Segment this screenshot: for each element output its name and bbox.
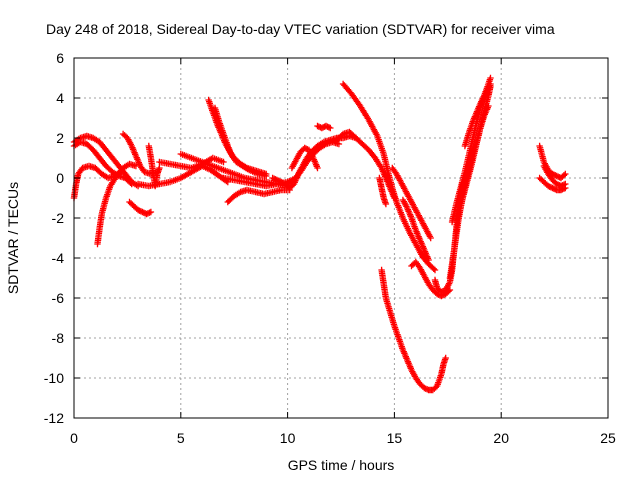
point-markers	[126, 198, 155, 218]
point-markers	[399, 196, 432, 264]
y-axis-label: SDTVAR / TECUs	[5, 182, 21, 294]
plot-frame	[73, 57, 609, 419]
point-markers	[145, 142, 163, 190]
series-arc-20	[339, 80, 439, 274]
y-tick-label: -6	[52, 290, 65, 306]
series-arc-25	[408, 258, 454, 300]
x-tick-label: 0	[70, 430, 78, 446]
x-tick-label: 10	[280, 430, 296, 446]
x-tick-labels: 0 5 10 15 20 25	[70, 430, 616, 446]
x-axis-label: GPS time / hours	[288, 457, 395, 473]
y-tick-label: 0	[56, 170, 64, 186]
y-tick-label: 6	[56, 50, 64, 66]
series-arc-18	[314, 122, 334, 132]
series-arc-13	[224, 186, 293, 206]
point-markers	[461, 80, 494, 150]
y-tick-label: -8	[52, 330, 65, 346]
point-markers	[408, 258, 454, 300]
point-markers	[536, 174, 569, 194]
axis-ticks	[73, 57, 609, 419]
point-markers	[314, 122, 334, 132]
point-markers	[339, 80, 439, 274]
point-markers	[540, 162, 569, 190]
point-markers	[94, 160, 140, 248]
x-tick-label: 5	[177, 430, 185, 446]
series-arc-4	[94, 160, 140, 248]
series-arc-33	[540, 162, 569, 190]
series-arc-12	[211, 104, 270, 180]
y-tick-labels: -12 -10 -8 -6 -4 -2 0 2 4 6	[44, 50, 64, 426]
point-markers	[284, 138, 343, 188]
series-arc-16	[284, 138, 343, 188]
series-arc-22	[389, 164, 434, 242]
point-markers	[224, 186, 293, 206]
y-tick-label: -2	[52, 210, 65, 226]
y-tick-label: 4	[56, 90, 64, 106]
y-tick-label: -10	[44, 370, 64, 386]
point-markers	[376, 174, 390, 208]
series-arc-23	[399, 196, 432, 264]
point-markers	[211, 104, 270, 180]
series-arc-7	[145, 142, 163, 190]
x-tick-label: 25	[600, 430, 616, 446]
series-arc-29	[455, 102, 492, 220]
y-tick-label: 2	[56, 130, 64, 146]
chart-title: Day 248 of 2018, Sidereal Day-to-day VTE…	[46, 21, 555, 37]
series-arc-30	[461, 80, 494, 150]
y-tick-label: -4	[52, 250, 65, 266]
x-tick-label: 15	[387, 430, 403, 446]
point-markers	[378, 266, 449, 394]
y-tick-label: -12	[44, 410, 64, 426]
series-arc-24	[378, 266, 449, 394]
series-arc-32	[536, 174, 569, 194]
x-tick-label: 20	[493, 430, 509, 446]
point-markers	[455, 102, 492, 220]
series-arc-6	[126, 198, 155, 218]
point-markers	[288, 144, 321, 172]
series-arc-17	[288, 144, 321, 172]
series-arc-21	[376, 174, 390, 208]
point-markers	[389, 164, 434, 242]
